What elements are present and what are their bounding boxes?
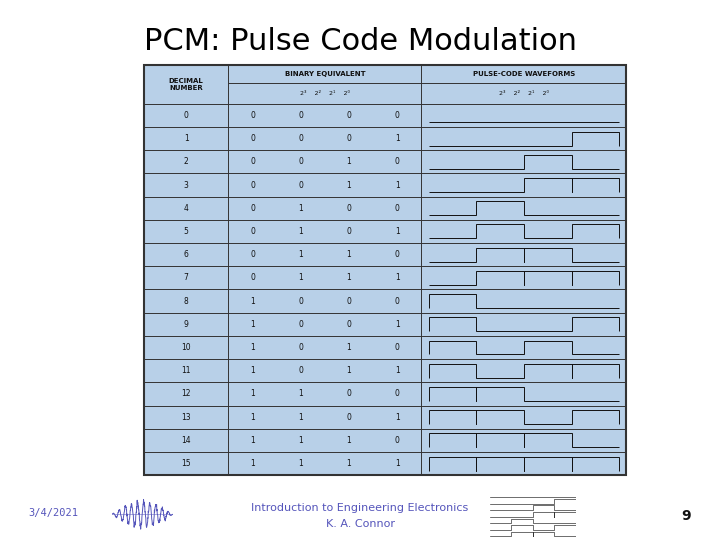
Text: 0: 0: [250, 273, 255, 282]
Text: 0: 0: [346, 227, 351, 236]
Text: 0: 0: [346, 413, 351, 422]
Text: 1: 1: [395, 227, 400, 236]
Text: 0: 0: [346, 296, 351, 306]
Text: 15: 15: [181, 459, 191, 468]
Text: 1: 1: [250, 343, 255, 352]
Text: 1: 1: [346, 250, 351, 259]
Text: 0: 0: [395, 389, 400, 399]
Text: 0: 0: [395, 250, 400, 259]
Text: 1: 1: [395, 320, 400, 329]
Text: 1: 1: [298, 413, 303, 422]
Text: 2³    2²    2¹    2⁰: 2³ 2² 2¹ 2⁰: [499, 91, 549, 96]
Text: 0: 0: [250, 250, 255, 259]
Text: 0: 0: [250, 111, 255, 120]
Text: 0: 0: [346, 204, 351, 213]
Text: 1: 1: [298, 273, 303, 282]
Text: 1: 1: [395, 273, 400, 282]
Text: BINARY EQUIVALENT: BINARY EQUIVALENT: [284, 71, 365, 77]
Text: 0: 0: [395, 111, 400, 120]
Text: 0: 0: [346, 389, 351, 399]
Text: 7: 7: [184, 273, 189, 282]
Text: 0: 0: [250, 227, 255, 236]
Text: 1: 1: [395, 413, 400, 422]
Text: 1: 1: [346, 273, 351, 282]
Text: 1: 1: [250, 320, 255, 329]
Text: 1: 1: [298, 227, 303, 236]
Text: 1: 1: [250, 296, 255, 306]
Text: 1: 1: [250, 436, 255, 445]
Text: 1: 1: [298, 250, 303, 259]
Text: 0: 0: [298, 343, 303, 352]
Text: 0: 0: [395, 436, 400, 445]
Text: 1: 1: [346, 157, 351, 166]
Text: 12: 12: [181, 389, 191, 399]
Text: 1: 1: [250, 366, 255, 375]
Text: 1: 1: [346, 343, 351, 352]
Text: PULSE-CODE WAVEFORMS: PULSE-CODE WAVEFORMS: [473, 71, 575, 77]
Text: 0: 0: [346, 134, 351, 143]
Text: 0: 0: [395, 204, 400, 213]
Text: 10: 10: [181, 343, 191, 352]
Text: 0: 0: [250, 180, 255, 190]
Text: 1: 1: [298, 204, 303, 213]
Text: 2³    2²    2¹    2⁰: 2³ 2² 2¹ 2⁰: [300, 91, 350, 96]
Text: 9: 9: [184, 320, 189, 329]
Text: 0: 0: [298, 366, 303, 375]
Text: 0: 0: [298, 111, 303, 120]
Text: 1: 1: [184, 134, 189, 143]
Text: 4: 4: [184, 204, 189, 213]
Text: K. A. Connor: K. A. Connor: [325, 519, 395, 529]
Text: PCM: Pulse Code Modulation: PCM: Pulse Code Modulation: [143, 27, 577, 56]
Text: 0: 0: [184, 111, 189, 120]
Text: 0: 0: [298, 180, 303, 190]
Text: DECIMAL
NUMBER: DECIMAL NUMBER: [168, 78, 204, 91]
Text: 0: 0: [298, 157, 303, 166]
Text: 0: 0: [298, 320, 303, 329]
Text: 1: 1: [395, 366, 400, 375]
Text: 1: 1: [298, 459, 303, 468]
Text: 8: 8: [184, 296, 189, 306]
Text: 1: 1: [346, 436, 351, 445]
Text: 1: 1: [395, 180, 400, 190]
Text: 9: 9: [682, 509, 691, 523]
Text: 1: 1: [395, 459, 400, 468]
Text: Introduction to Engineering Electronics: Introduction to Engineering Electronics: [251, 503, 469, 512]
Text: 1: 1: [250, 413, 255, 422]
Text: 5: 5: [184, 227, 189, 236]
Text: 1: 1: [298, 436, 303, 445]
Text: 1: 1: [346, 366, 351, 375]
Text: 13: 13: [181, 413, 191, 422]
Text: 0: 0: [346, 320, 351, 329]
Text: 0: 0: [298, 134, 303, 143]
Text: 0: 0: [250, 204, 255, 213]
Text: 1: 1: [250, 459, 255, 468]
Text: 3/4/2021: 3/4/2021: [29, 508, 78, 518]
Text: 0: 0: [395, 296, 400, 306]
Text: 0: 0: [395, 343, 400, 352]
Text: 0: 0: [250, 157, 255, 166]
Text: 11: 11: [181, 366, 191, 375]
Text: 1: 1: [346, 180, 351, 190]
Text: 1: 1: [346, 459, 351, 468]
Text: 3: 3: [184, 180, 189, 190]
Text: 14: 14: [181, 436, 191, 445]
Text: 2: 2: [184, 157, 189, 166]
Text: 1: 1: [395, 134, 400, 143]
Text: 6: 6: [184, 250, 189, 259]
Text: 0: 0: [395, 157, 400, 166]
Text: 0: 0: [346, 111, 351, 120]
Text: 1: 1: [298, 389, 303, 399]
Text: 0: 0: [250, 134, 255, 143]
Text: 1: 1: [250, 389, 255, 399]
Text: 0: 0: [298, 296, 303, 306]
